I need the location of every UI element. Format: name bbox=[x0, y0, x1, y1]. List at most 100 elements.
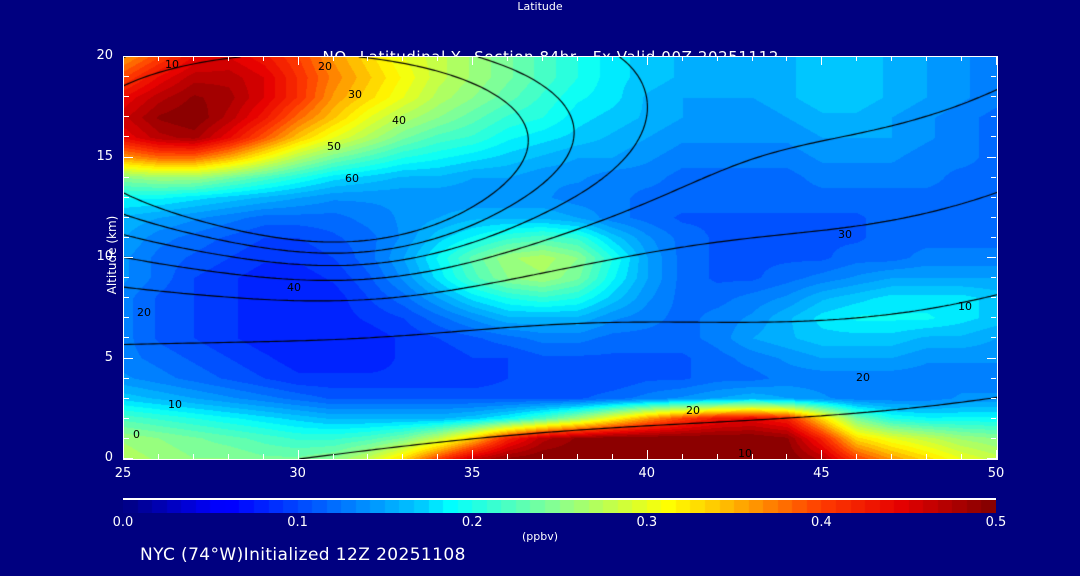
tick-mark bbox=[542, 56, 544, 61]
tick-mark bbox=[124, 317, 129, 319]
tick-mark bbox=[437, 56, 439, 61]
y-axis-tick-label: 0 bbox=[104, 450, 113, 465]
colorbar-tick-label: 0.4 bbox=[811, 515, 832, 530]
colorbar bbox=[123, 498, 996, 513]
tick-mark bbox=[646, 450, 648, 459]
tick-mark bbox=[124, 176, 129, 178]
tick-mark bbox=[332, 56, 334, 61]
tick-mark bbox=[991, 236, 996, 238]
contour-label: 10 bbox=[958, 300, 972, 313]
y-axis-tick-label: 5 bbox=[104, 349, 113, 365]
tick-mark bbox=[991, 76, 996, 78]
tick-mark bbox=[987, 156, 996, 158]
tick-mark bbox=[124, 136, 129, 138]
tick-mark bbox=[991, 96, 996, 98]
contour-label: 20 bbox=[686, 404, 700, 417]
y-axis-tick-label: 10 bbox=[96, 249, 113, 264]
tick-mark bbox=[124, 417, 129, 419]
colorbar-tick-label: 0.0 bbox=[112, 515, 134, 530]
tick-mark bbox=[124, 377, 129, 379]
tick-mark bbox=[991, 377, 996, 379]
tick-mark bbox=[157, 454, 159, 459]
tick-mark bbox=[124, 216, 129, 218]
tick-mark bbox=[192, 454, 194, 459]
tick-mark bbox=[751, 56, 753, 61]
tick-mark bbox=[576, 56, 578, 61]
colorbar-tick-label: 0.3 bbox=[636, 515, 658, 530]
tick-mark bbox=[961, 56, 963, 61]
tick-mark bbox=[646, 56, 648, 65]
initialization-footer: NYC (74°W)Initialized 12Z 20251108 bbox=[140, 545, 466, 565]
tick-mark bbox=[437, 454, 439, 459]
tick-mark bbox=[786, 56, 788, 61]
tick-mark bbox=[991, 116, 996, 118]
tick-mark bbox=[987, 357, 996, 359]
colorbar-gradient bbox=[123, 500, 996, 513]
tick-mark bbox=[472, 450, 474, 459]
tick-mark bbox=[123, 450, 124, 459]
tick-mark bbox=[821, 56, 823, 65]
contour-label: 10 bbox=[738, 447, 752, 460]
contour-label: 20 bbox=[137, 306, 151, 319]
contour-label: 20 bbox=[318, 60, 332, 73]
tick-mark bbox=[891, 56, 893, 61]
tick-mark bbox=[996, 450, 997, 459]
x-axis-tick-label: 25 bbox=[114, 466, 132, 481]
tick-mark bbox=[716, 56, 718, 61]
tick-mark bbox=[681, 454, 683, 459]
tick-mark bbox=[991, 297, 996, 299]
tick-mark bbox=[124, 96, 129, 98]
tick-mark bbox=[124, 297, 129, 299]
tick-mark bbox=[227, 56, 229, 61]
contour-label: 60 bbox=[345, 172, 359, 185]
contour-label: 40 bbox=[287, 281, 301, 294]
x-axis-tick-label: 30 bbox=[289, 466, 306, 481]
tick-mark bbox=[297, 56, 299, 65]
tick-mark bbox=[124, 437, 129, 439]
contour-label: 40 bbox=[392, 114, 406, 127]
tick-mark bbox=[124, 56, 133, 57]
tick-mark bbox=[991, 136, 996, 138]
tick-mark bbox=[987, 257, 996, 258]
tick-mark bbox=[124, 236, 129, 238]
tick-mark bbox=[681, 56, 683, 61]
tick-mark bbox=[262, 454, 264, 459]
tick-mark bbox=[157, 56, 159, 61]
tick-mark bbox=[991, 317, 996, 319]
tick-mark bbox=[987, 56, 996, 57]
tick-mark bbox=[507, 454, 509, 459]
tick-mark bbox=[786, 454, 788, 459]
windspeed-contour-overlay bbox=[124, 57, 997, 459]
tick-mark bbox=[926, 56, 928, 61]
contour-label: 0 bbox=[133, 428, 140, 441]
tick-mark bbox=[124, 458, 133, 459]
tick-mark bbox=[124, 257, 133, 258]
tick-mark bbox=[124, 116, 129, 118]
tick-mark bbox=[751, 454, 753, 459]
tick-mark bbox=[991, 176, 996, 178]
tick-mark bbox=[611, 454, 613, 459]
tick-mark bbox=[332, 454, 334, 459]
tick-mark bbox=[611, 56, 613, 61]
y-axis-tick-label: 15 bbox=[96, 148, 113, 164]
y-axis-tick-label: 20 bbox=[96, 48, 113, 63]
tick-mark bbox=[991, 277, 996, 279]
tick-mark bbox=[991, 216, 996, 218]
contour-label: 10 bbox=[168, 398, 182, 411]
tick-mark bbox=[991, 337, 996, 339]
tick-mark bbox=[996, 56, 997, 65]
colorbar-tick-label: 0.5 bbox=[985, 515, 1007, 530]
tick-mark bbox=[192, 56, 194, 61]
tick-mark bbox=[856, 454, 858, 459]
tick-mark bbox=[124, 156, 133, 158]
plot-area bbox=[123, 56, 998, 460]
tick-mark bbox=[856, 56, 858, 61]
tick-mark bbox=[926, 454, 928, 459]
tick-mark bbox=[297, 450, 299, 459]
tick-mark bbox=[961, 454, 963, 459]
tick-mark bbox=[124, 337, 129, 339]
tick-mark bbox=[402, 56, 404, 61]
tick-mark bbox=[991, 417, 996, 419]
x-axis-tick-label: 50 bbox=[987, 466, 1005, 481]
